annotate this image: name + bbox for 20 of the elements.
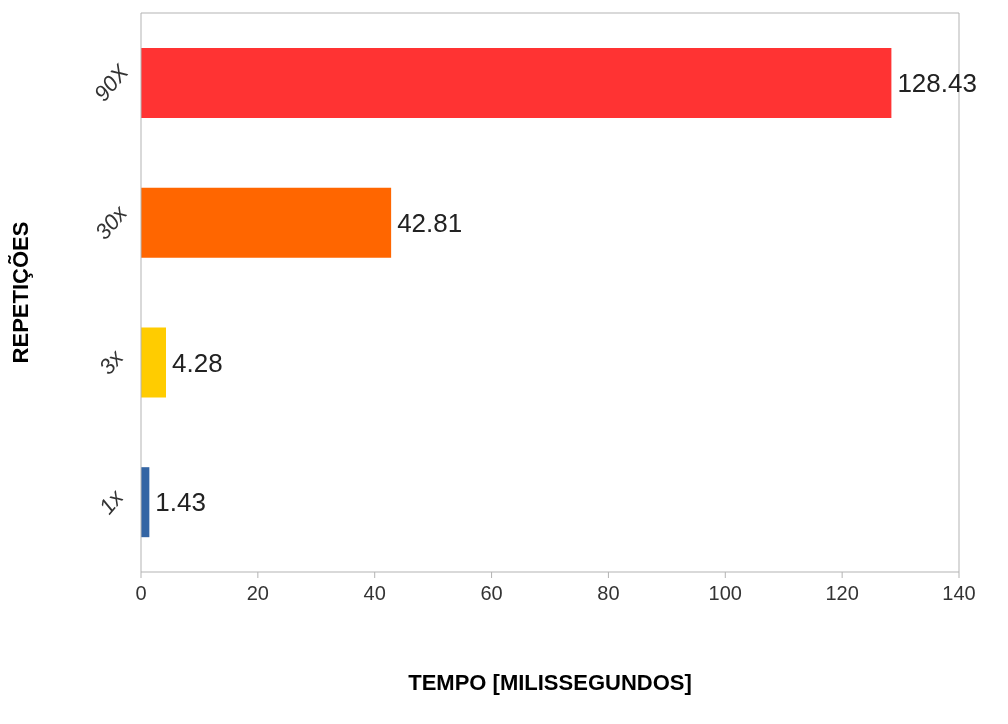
x-tick-label: 40 <box>363 582 386 605</box>
bar <box>141 187 392 258</box>
x-tick-label: 60 <box>480 582 503 605</box>
y-tick-label: 30x <box>90 200 133 245</box>
x-tick-label: 0 <box>135 582 147 605</box>
x-tick-label: 100 <box>708 582 742 605</box>
data-label: 42.81 <box>397 207 463 238</box>
x-tick-label: 140 <box>942 582 976 605</box>
data-label: 128.43 <box>897 68 977 99</box>
x-tick-label: 120 <box>825 582 859 605</box>
bar <box>141 327 167 398</box>
y-tick-label: 1x <box>93 484 129 520</box>
data-label: 4.28 <box>172 347 223 378</box>
x-tick-label: 80 <box>597 582 620 605</box>
data-label: 1.43 <box>155 487 206 518</box>
bar <box>141 47 892 118</box>
y-tick-label: 3x <box>93 344 129 380</box>
x-tick-label: 20 <box>246 582 269 605</box>
x-axis-title: TEMPO [MILISSEGUNDOS] <box>408 670 692 695</box>
y-axis-title: REPETIÇÕES <box>7 221 33 364</box>
